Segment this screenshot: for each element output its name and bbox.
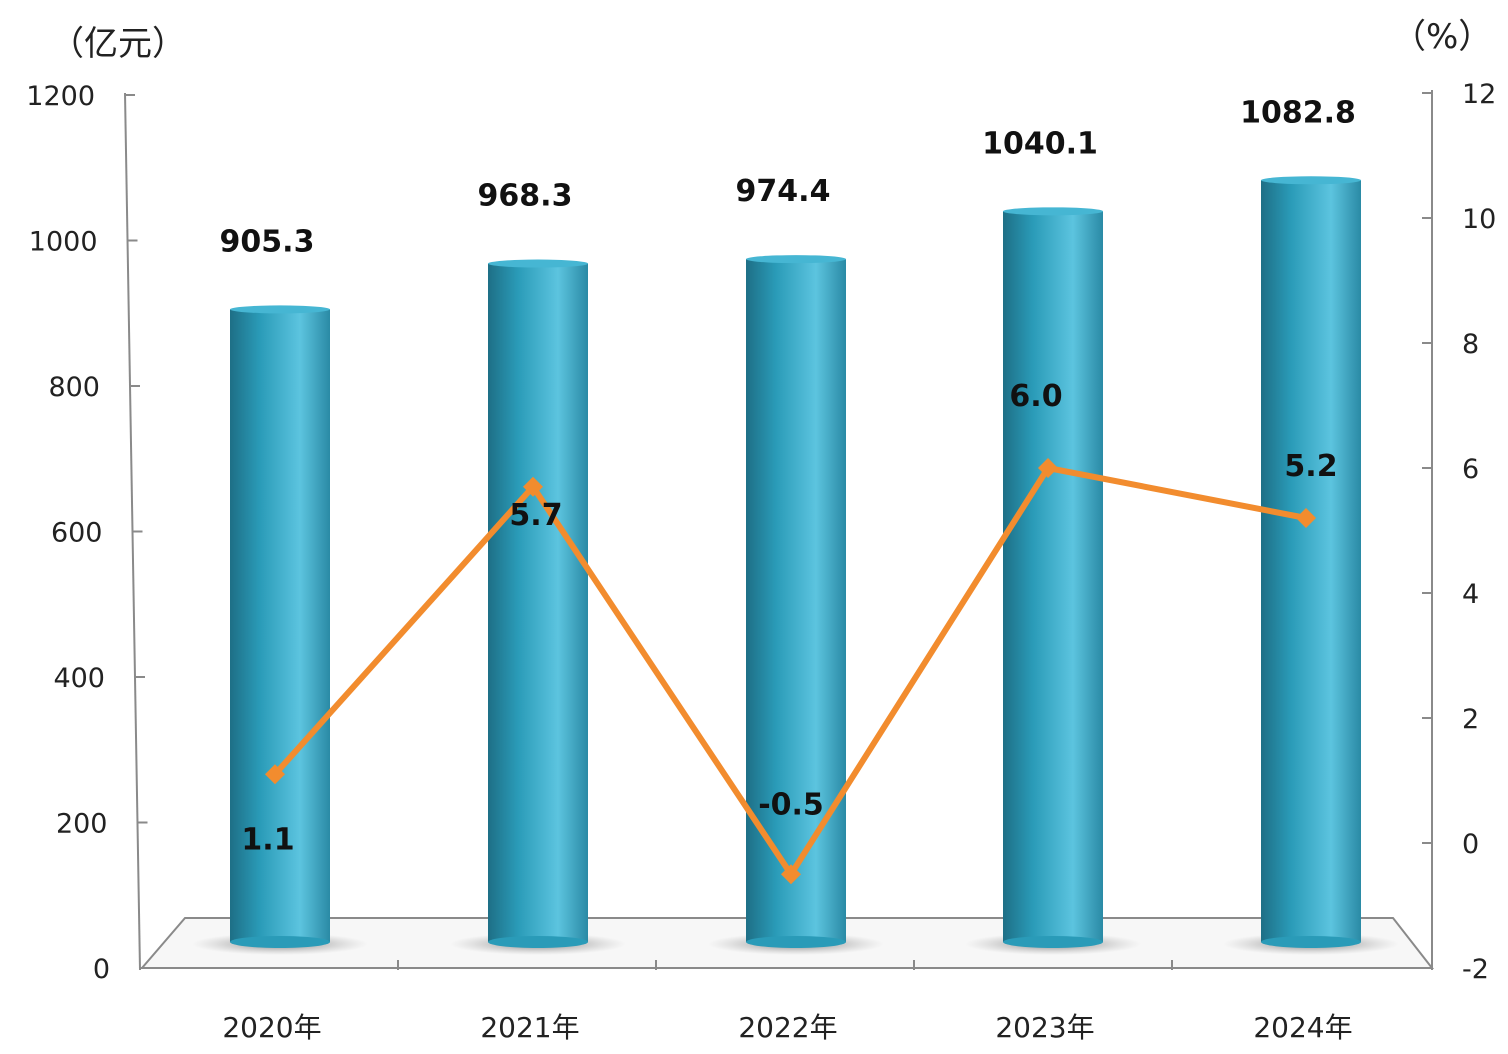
right-tick-label: 12 bbox=[1462, 79, 1496, 110]
right-tick-label: 10 bbox=[1462, 204, 1496, 235]
left-tick-label: 1200 bbox=[26, 81, 95, 112]
line-point bbox=[1296, 508, 1316, 528]
bar-top bbox=[746, 255, 846, 264]
left-tick-label: 200 bbox=[56, 809, 108, 840]
bar-base bbox=[1261, 936, 1361, 948]
right-tick-label: 6 bbox=[1462, 454, 1479, 485]
bar-value-label: 1040.1 bbox=[982, 126, 1098, 161]
right-tick-label: -2 bbox=[1462, 954, 1489, 985]
category-label: 2024年 bbox=[1253, 1011, 1352, 1044]
right-tick-label: 0 bbox=[1462, 829, 1479, 860]
bar-base bbox=[488, 936, 588, 948]
category-label: 2020年 bbox=[222, 1011, 321, 1044]
bar-top bbox=[488, 259, 588, 268]
bar-base bbox=[1003, 936, 1103, 948]
right-tick-label: 2 bbox=[1462, 704, 1479, 735]
bar-value-label: 968.3 bbox=[478, 179, 573, 214]
bar-top bbox=[1003, 207, 1103, 216]
left-tick-label: 1000 bbox=[29, 227, 98, 258]
line-value-label: 6.0 bbox=[1009, 379, 1062, 414]
bar-value-label: 905.3 bbox=[220, 224, 315, 259]
bar bbox=[746, 259, 846, 942]
bar-top bbox=[230, 305, 330, 314]
category-label: 2022年 bbox=[738, 1011, 837, 1044]
bar bbox=[1261, 180, 1361, 942]
left-tick-label: 0 bbox=[93, 954, 110, 985]
bar-value-label: 1082.8 bbox=[1240, 95, 1356, 130]
bar bbox=[488, 263, 588, 942]
line-value-label: 5.2 bbox=[1284, 449, 1337, 484]
bar bbox=[230, 309, 330, 942]
category-label: 2021年 bbox=[480, 1011, 579, 1044]
right-axis-unit: （%） bbox=[1392, 17, 1492, 57]
bar-top bbox=[1261, 176, 1361, 185]
left-tick-label: 600 bbox=[51, 518, 103, 549]
left-axis-unit: （亿元） bbox=[50, 24, 186, 64]
line-point bbox=[1038, 458, 1058, 478]
category-label: 2023年 bbox=[995, 1011, 1094, 1044]
line-point bbox=[523, 476, 543, 497]
right-tick-label: 4 bbox=[1462, 579, 1479, 610]
left-tick-label: 800 bbox=[48, 372, 100, 403]
left-tick-label: 400 bbox=[53, 663, 105, 694]
bar bbox=[1003, 211, 1103, 942]
line-point bbox=[265, 764, 285, 785]
line-value-label: 1.1 bbox=[241, 822, 294, 857]
line-value-label: -0.5 bbox=[758, 787, 824, 822]
bar-base bbox=[230, 936, 330, 948]
right-tick-label: 8 bbox=[1462, 329, 1479, 360]
bar-value-label: 974.4 bbox=[736, 174, 831, 209]
line-value-label: 5.7 bbox=[509, 498, 562, 533]
line-point bbox=[781, 864, 801, 885]
bar-base bbox=[746, 936, 846, 948]
